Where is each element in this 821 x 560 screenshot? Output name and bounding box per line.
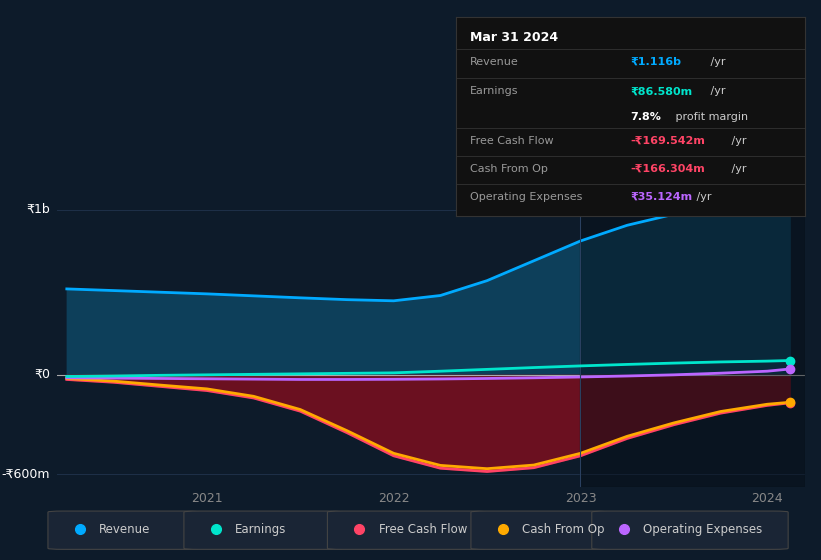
Text: Operating Expenses: Operating Expenses [643, 522, 763, 536]
Text: ₹86.580m: ₹86.580m [631, 86, 692, 96]
Text: ₹1.116b: ₹1.116b [631, 57, 681, 67]
Text: 2023: 2023 [565, 492, 596, 505]
Text: Earnings: Earnings [236, 522, 287, 536]
Text: ₹0: ₹0 [34, 368, 50, 381]
Text: 2022: 2022 [378, 492, 410, 505]
Text: 2021: 2021 [191, 492, 222, 505]
FancyBboxPatch shape [184, 511, 342, 549]
Text: 2024: 2024 [751, 492, 783, 505]
Text: Mar 31 2024: Mar 31 2024 [470, 31, 557, 44]
Text: -₹169.542m: -₹169.542m [631, 136, 705, 146]
Text: /yr: /yr [707, 86, 726, 96]
Text: Free Cash Flow: Free Cash Flow [470, 136, 553, 146]
Text: profit margin: profit margin [672, 112, 748, 122]
Text: ₹1b: ₹1b [26, 203, 50, 216]
FancyBboxPatch shape [328, 511, 486, 549]
Text: Revenue: Revenue [99, 522, 151, 536]
Text: Operating Expenses: Operating Expenses [470, 192, 582, 202]
Text: -₹600m: -₹600m [2, 468, 50, 480]
FancyBboxPatch shape [48, 511, 199, 549]
Text: /yr: /yr [693, 192, 712, 202]
Bar [580, 185, 805, 487]
Text: /yr: /yr [707, 57, 726, 67]
Text: Earnings: Earnings [470, 86, 518, 96]
Text: Cash From Op: Cash From Op [522, 522, 605, 536]
Text: ₹35.124m: ₹35.124m [631, 192, 692, 202]
FancyBboxPatch shape [471, 511, 607, 549]
Text: /yr: /yr [728, 164, 746, 174]
Text: -₹166.304m: -₹166.304m [631, 164, 705, 174]
Text: 7.8%: 7.8% [631, 112, 661, 122]
Text: Cash From Op: Cash From Op [470, 164, 548, 174]
Text: Revenue: Revenue [470, 57, 518, 67]
FancyBboxPatch shape [592, 511, 788, 549]
Text: /yr: /yr [728, 136, 746, 146]
Text: Free Cash Flow: Free Cash Flow [378, 522, 467, 536]
